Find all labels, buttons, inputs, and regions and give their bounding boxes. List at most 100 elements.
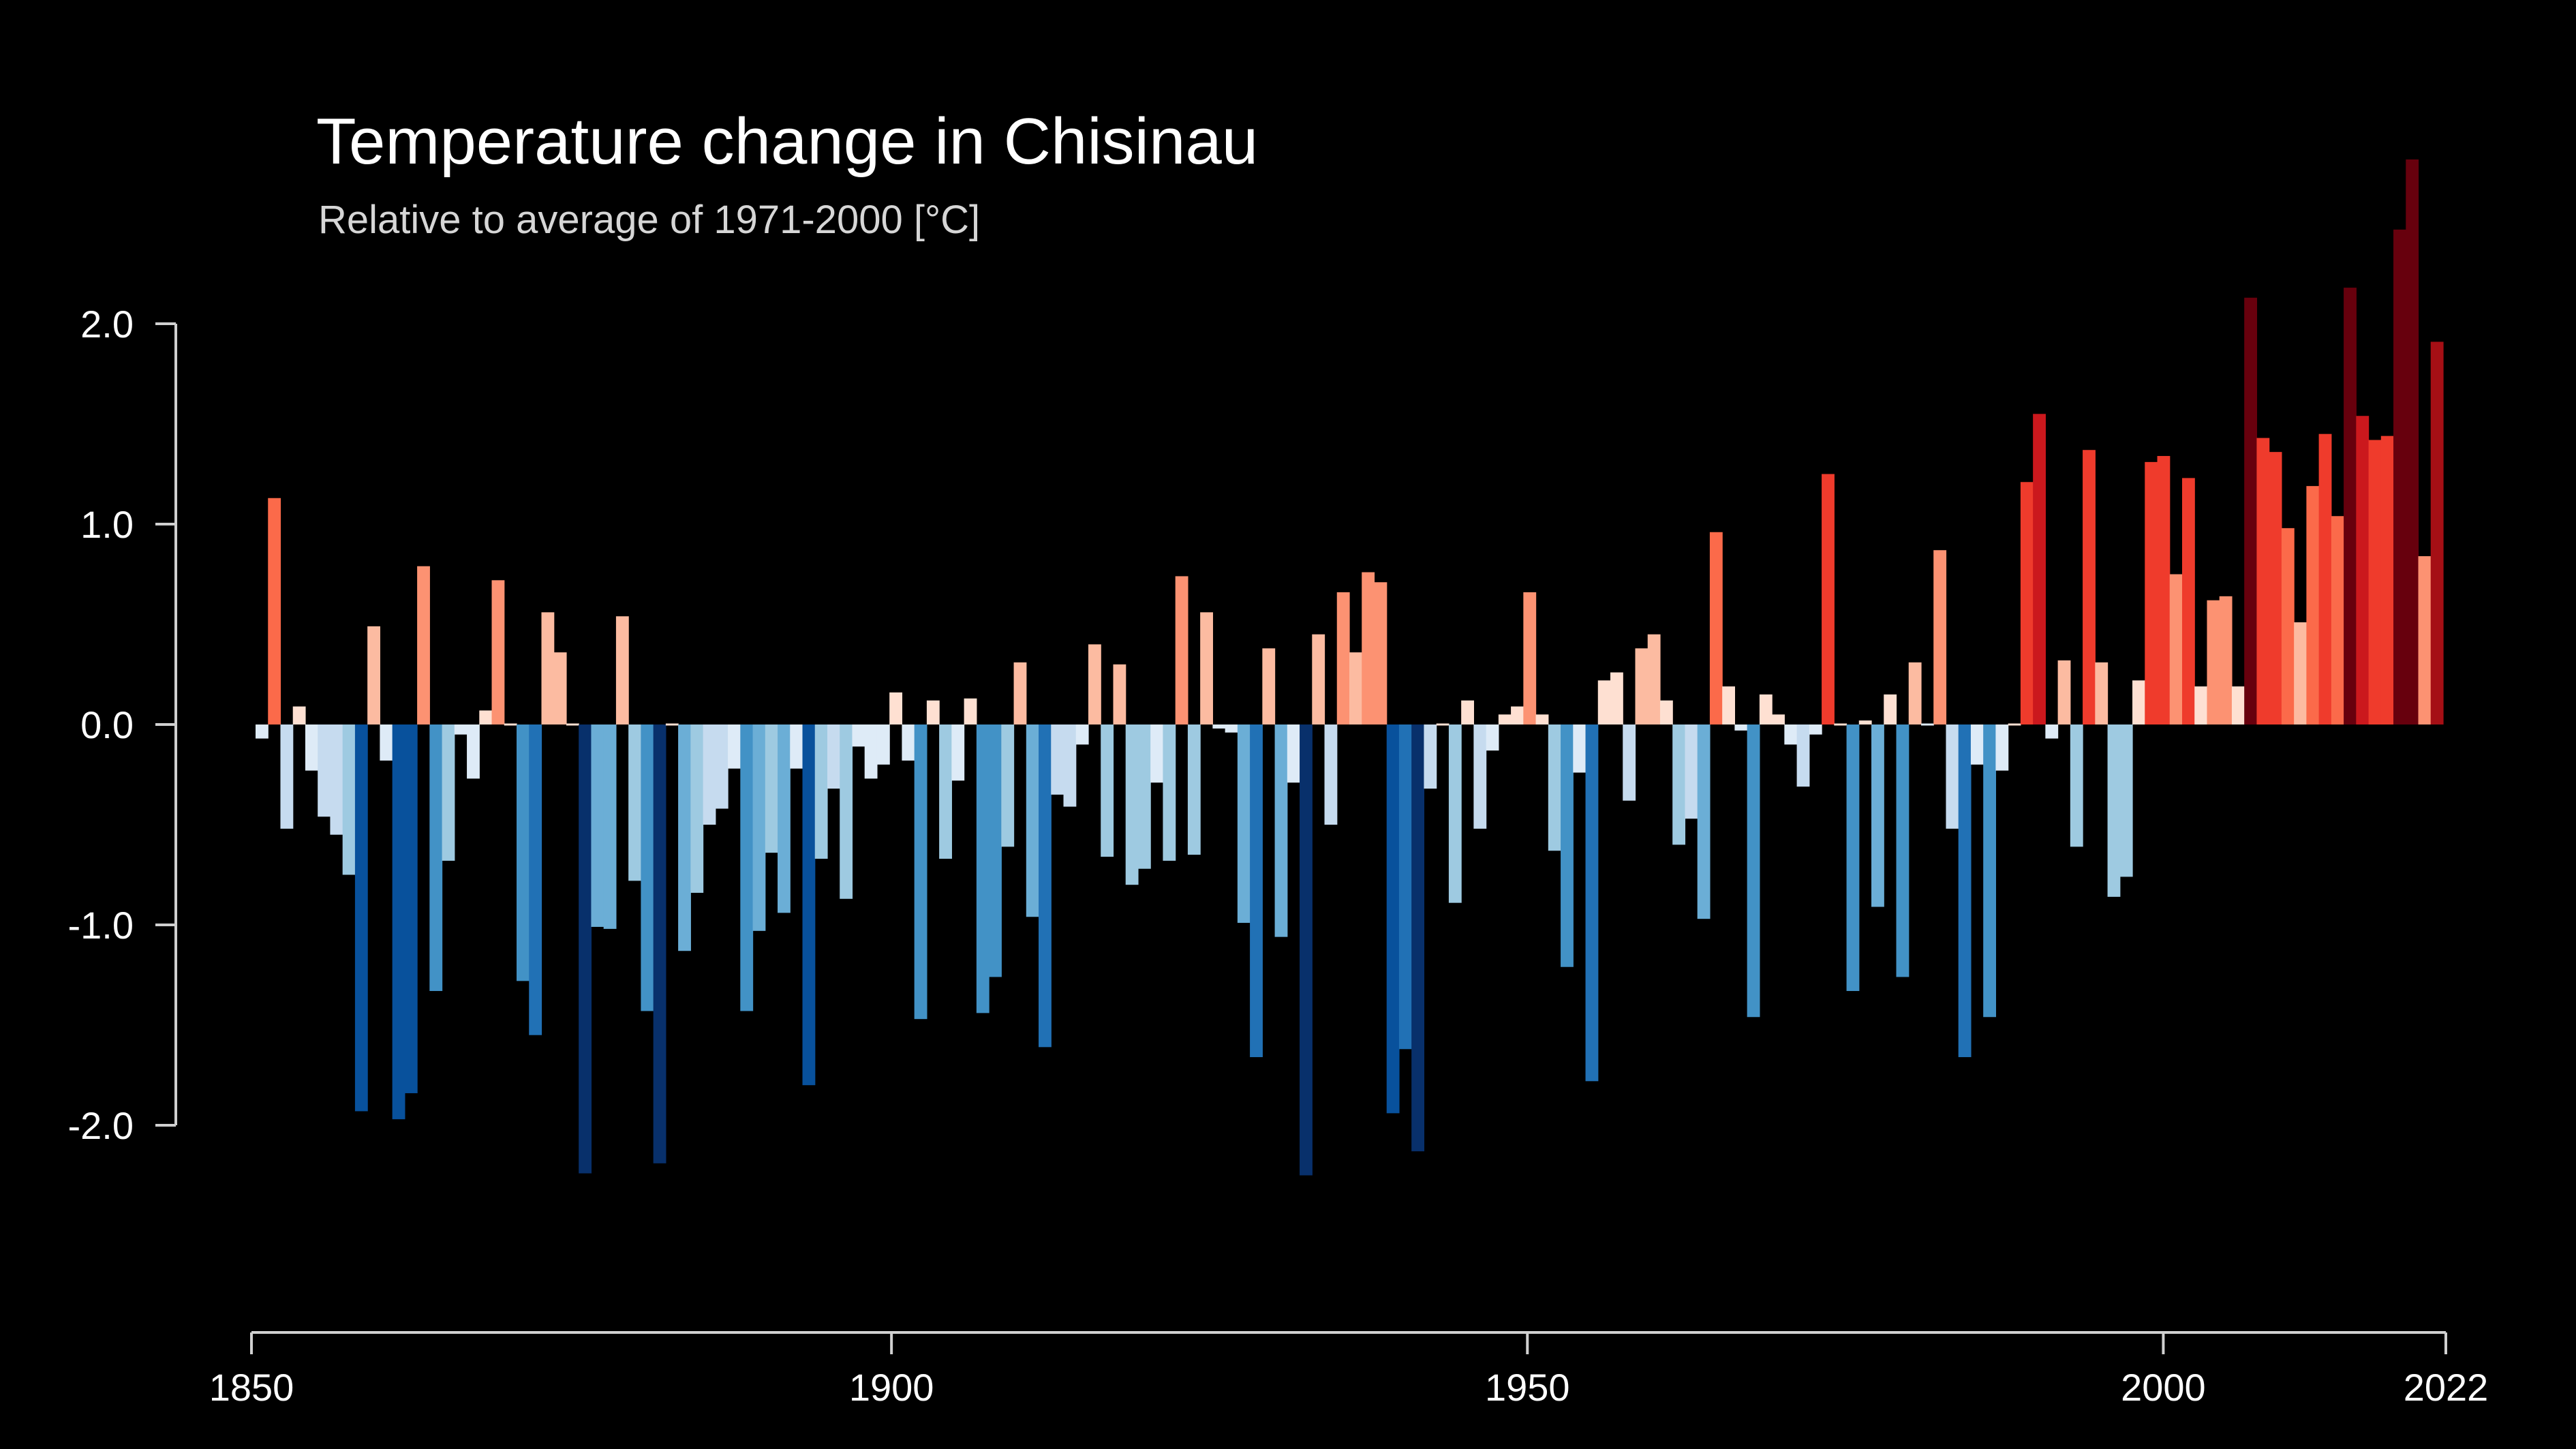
bar-1929 bbox=[1237, 724, 1251, 924]
bar-1967 bbox=[1709, 532, 1723, 724]
bar-1852 bbox=[280, 724, 294, 829]
bar-1953 bbox=[1535, 714, 1549, 724]
bar-1916 bbox=[1075, 724, 1089, 745]
bar-1990 bbox=[1995, 724, 2009, 771]
bar-1874 bbox=[553, 652, 567, 724]
bar-1976 bbox=[1822, 474, 1835, 724]
bar-1857 bbox=[342, 724, 356, 875]
bar-1918 bbox=[1101, 724, 1114, 857]
bar-1891 bbox=[765, 724, 778, 853]
bar-1861 bbox=[392, 724, 405, 1120]
chart-title: Temperature change in Chisinau bbox=[316, 105, 1258, 178]
bar-1936 bbox=[1324, 724, 1338, 825]
bar-2003 bbox=[2157, 456, 2171, 724]
bar-1851 bbox=[268, 498, 281, 724]
bar-1934 bbox=[1300, 724, 1313, 1176]
bar-1876 bbox=[579, 724, 592, 1174]
bar-1893 bbox=[790, 724, 803, 769]
bar-1952 bbox=[1523, 592, 1537, 724]
bar-1866 bbox=[454, 724, 467, 735]
bar-1903 bbox=[914, 724, 927, 1020]
bar-1867 bbox=[467, 724, 480, 779]
bar-1955 bbox=[1561, 724, 1574, 967]
bar-1945 bbox=[1436, 723, 1450, 726]
bar-1864 bbox=[429, 724, 443, 992]
bar-2022 bbox=[2393, 229, 2406, 724]
x-tick-label: 2000 bbox=[2121, 1366, 2206, 1409]
bar-2020 bbox=[2368, 440, 2382, 724]
bar-1981 bbox=[1884, 694, 1897, 724]
x-tick-label: 2022 bbox=[2404, 1366, 2489, 1409]
bar-1933 bbox=[1287, 724, 1300, 783]
bar-1871 bbox=[517, 724, 530, 981]
bar-1909 bbox=[989, 724, 1002, 977]
bar-1999 bbox=[2107, 724, 2121, 897]
bar-1927 bbox=[1212, 724, 1226, 729]
y-axis: 2.0 1.0 0.0 -1.0 -2.0 bbox=[68, 303, 177, 1147]
bar-1855 bbox=[318, 724, 331, 817]
bar-1989 bbox=[1983, 724, 1997, 1018]
bar-1991 bbox=[2008, 723, 2021, 726]
bar-1924 bbox=[1175, 576, 1189, 724]
bar-1922 bbox=[1150, 724, 1164, 783]
bar-2011 bbox=[2256, 438, 2270, 724]
bar-1961 bbox=[1635, 648, 1649, 724]
bar-1983 bbox=[1908, 662, 1922, 724]
bar-1863 bbox=[417, 566, 430, 724]
bar-1940 bbox=[1374, 582, 1387, 724]
bar-1928 bbox=[1225, 724, 1238, 733]
y-tick-label: 2.0 bbox=[80, 303, 134, 346]
bar-1985 bbox=[1933, 550, 1947, 724]
bar-2017 bbox=[2331, 516, 2344, 724]
bar-1947 bbox=[1461, 700, 1474, 724]
bar-1880 bbox=[628, 724, 641, 881]
bar-1971 bbox=[1759, 694, 1773, 724]
bar-2012 bbox=[2269, 452, 2282, 724]
bar-1883 bbox=[665, 723, 679, 726]
bar-1896 bbox=[827, 724, 840, 789]
bar-1931 bbox=[1262, 648, 1276, 724]
bar-1938 bbox=[1349, 652, 1362, 724]
bar-1996 bbox=[2070, 724, 2083, 847]
bar-1892 bbox=[778, 724, 791, 913]
bar-1860 bbox=[380, 724, 393, 761]
bar-1885 bbox=[690, 724, 704, 893]
bar-1894 bbox=[802, 724, 816, 1086]
bar-2025 bbox=[2430, 341, 2444, 725]
bar-1957 bbox=[1585, 724, 1599, 1082]
bar-1942 bbox=[1398, 724, 1412, 1050]
bar-1870 bbox=[504, 723, 517, 726]
bar-1908 bbox=[976, 724, 990, 1013]
bar-2006 bbox=[2194, 686, 2208, 724]
bar-1948 bbox=[1473, 724, 1487, 829]
bar-1925 bbox=[1187, 724, 1201, 855]
bar-2004 bbox=[2169, 574, 2183, 724]
bar-1984 bbox=[1920, 723, 1934, 726]
bar-1969 bbox=[1734, 724, 1748, 731]
bar-2013 bbox=[2281, 528, 2295, 724]
bar-1958 bbox=[1597, 680, 1611, 724]
bar-2002 bbox=[2145, 461, 2158, 724]
bar-1970 bbox=[1747, 724, 1760, 1018]
bar-1968 bbox=[1722, 686, 1735, 724]
bar-1965 bbox=[1685, 724, 1698, 819]
bar-1898 bbox=[852, 724, 865, 747]
bar-2009 bbox=[2231, 686, 2245, 724]
bar-1858 bbox=[354, 724, 368, 1112]
bar-1974 bbox=[1796, 724, 1810, 787]
bar-1998 bbox=[2095, 662, 2109, 724]
bar-1992 bbox=[2020, 482, 2034, 724]
bar-2010 bbox=[2244, 297, 2258, 724]
bar-1917 bbox=[1088, 644, 1101, 724]
bar-1939 bbox=[1362, 572, 1375, 724]
bar-1888 bbox=[728, 724, 741, 769]
x-tick-label: 1900 bbox=[849, 1366, 934, 1409]
bar-2000 bbox=[2119, 724, 2133, 877]
bar-1946 bbox=[1448, 724, 1462, 903]
bar-1994 bbox=[2045, 724, 2059, 739]
bar-1877 bbox=[591, 724, 604, 927]
bar-1872 bbox=[529, 724, 542, 1035]
bar-1878 bbox=[603, 724, 617, 929]
bar-1882 bbox=[653, 724, 666, 1163]
bar-1943 bbox=[1411, 724, 1425, 1152]
